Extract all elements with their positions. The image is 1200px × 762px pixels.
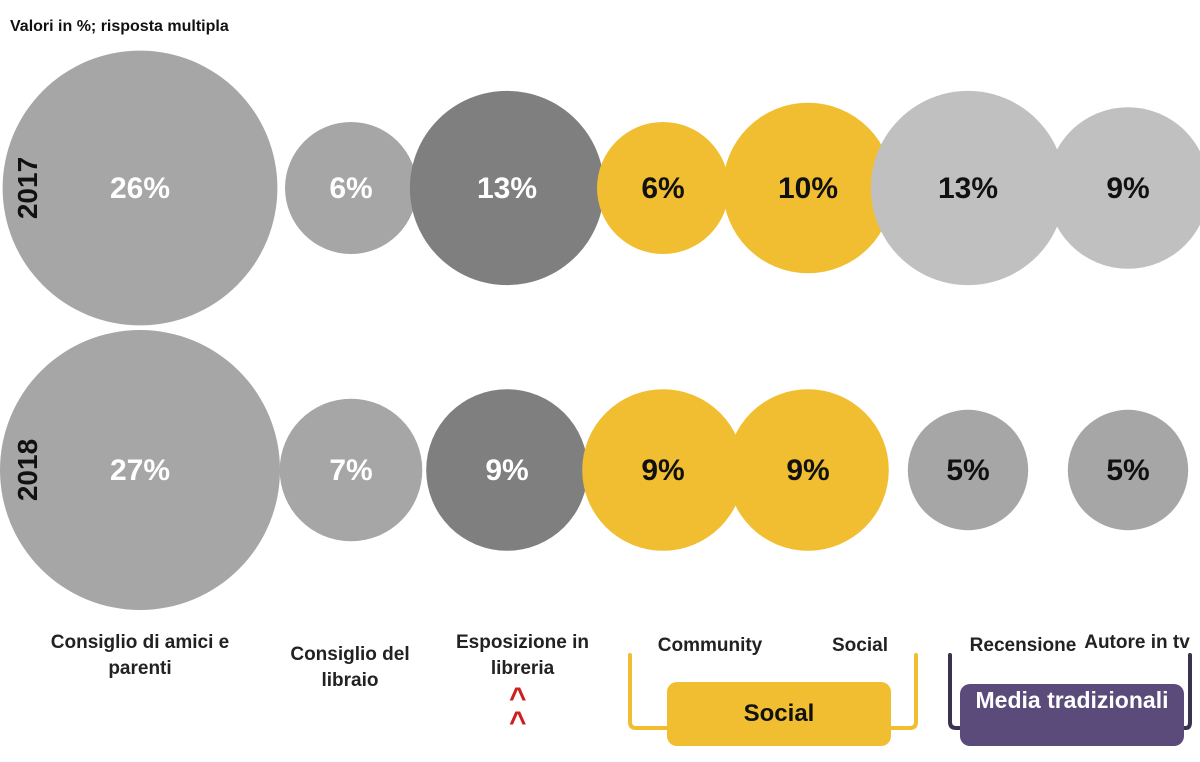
data-label-2018-community: 9% xyxy=(641,454,684,487)
caret-up-icon: ^ xyxy=(509,706,527,739)
bubbles-layer: 26% 6% 13% 6% 10% 13% 9% 27% 7% 9% 9% 9% 5% 5% 2017 201… xyxy=(0,50,1200,610)
data-label-2018-consiglio-del-libraio: 7% xyxy=(329,454,372,487)
category-label-autore-tv: Autore in tv xyxy=(1084,632,1190,653)
bubble-2018-esposizione-in-libreria xyxy=(426,389,588,551)
group-box-social: Social xyxy=(667,682,891,746)
bubble-2017-social xyxy=(722,102,894,274)
data-label-2017-consiglio-del-libraio: 6% xyxy=(329,172,372,205)
category-label-consiglio-libraio: Consiglio del libraio xyxy=(290,644,410,691)
data-label-2017-consiglio-di-amici-e-parenti: 26% xyxy=(110,172,170,205)
chart-note: Valori in %; risposta multipla xyxy=(10,18,229,35)
bubble-2018-social xyxy=(727,389,889,551)
data-label-2017-autore-in-tv: 9% xyxy=(1106,172,1149,205)
data-label-2018-social: 9% xyxy=(786,454,829,487)
bubble-2018-consiglio-di-amici-e-parenti xyxy=(0,330,280,610)
bubble-2017-community xyxy=(597,122,729,254)
bracket-media-right xyxy=(1180,653,1192,730)
bubble-2017-recensione xyxy=(870,90,1066,286)
category-label-consiglio-amici: Consiglio di amici e parenti xyxy=(50,632,230,679)
bubble-2018-recensione xyxy=(907,409,1029,531)
data-label-2018-autore-in-tv: 5% xyxy=(1106,454,1149,487)
data-label-2017-esposizione-in-libreria: 13% xyxy=(477,172,537,205)
category-label-community: Community xyxy=(657,635,763,656)
category-label-esposizione: Esposizione in libreria xyxy=(455,632,590,679)
bubble-2018-community xyxy=(582,389,744,551)
data-label-2018-recensione: 5% xyxy=(946,454,989,487)
bubble-2018-consiglio-del-libraio xyxy=(279,398,423,542)
data-label-2018-esposizione-in-libreria: 9% xyxy=(485,454,528,487)
bracket-social-left xyxy=(628,653,670,730)
bracket-media-left xyxy=(948,653,964,730)
data-label-2018-consiglio-di-amici-e-parenti: 27% xyxy=(110,454,170,487)
bubble-2017-consiglio-del-libraio xyxy=(285,122,417,254)
category-label-recensione: Recensione xyxy=(969,635,1077,656)
caret-up-icon: ^ xyxy=(509,682,527,715)
group-brackets xyxy=(628,653,1192,730)
bubble-2017-consiglio-di-amici-e-parenti xyxy=(2,50,278,326)
bubble-2017-esposizione-in-libreria xyxy=(409,90,605,286)
bubble-2018-autore-in-tv xyxy=(1067,409,1189,531)
bubble-2017-autore-in-tv xyxy=(1047,107,1200,269)
data-label-2017-recensione: 13% xyxy=(938,172,998,205)
category-label-social: Social xyxy=(832,635,888,656)
row-label-2018: 2018 xyxy=(12,439,43,501)
row-label-2017: 2017 xyxy=(12,157,43,219)
group-box-media-tradizionali: Media tradizionali xyxy=(960,684,1184,746)
bracket-social-right xyxy=(888,653,918,730)
data-label-2017-social: 10% xyxy=(778,172,838,205)
data-label-2017-community: 6% xyxy=(641,172,684,205)
